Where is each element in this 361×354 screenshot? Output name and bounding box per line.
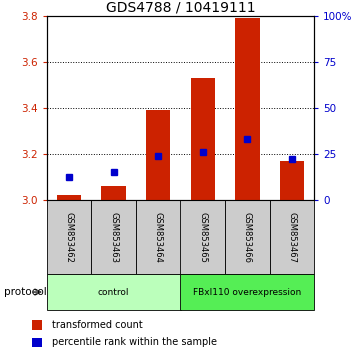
Text: control: control	[98, 287, 130, 297]
Bar	[47, 200, 91, 274]
Title: GDS4788 / 10419111: GDS4788 / 10419111	[106, 1, 255, 15]
Bar	[270, 200, 314, 274]
Text: GSM853463: GSM853463	[109, 212, 118, 263]
Bar	[32, 338, 42, 347]
Bar	[191, 78, 215, 200]
Text: FBxl110 overexpression: FBxl110 overexpression	[193, 287, 301, 297]
Bar	[180, 200, 225, 274]
Bar	[101, 186, 126, 200]
Bar	[91, 200, 136, 274]
Text: GSM853466: GSM853466	[243, 212, 252, 263]
Text: percentile rank within the sample: percentile rank within the sample	[52, 337, 217, 347]
Bar	[279, 161, 304, 200]
Bar	[47, 274, 180, 310]
Bar	[136, 200, 180, 274]
Text: GSM853462: GSM853462	[65, 212, 74, 263]
Bar	[225, 200, 270, 274]
Text: protocol: protocol	[4, 287, 46, 297]
Bar	[235, 18, 260, 200]
Text: GSM853464: GSM853464	[154, 212, 163, 263]
Bar	[57, 195, 82, 200]
Text: GSM853467: GSM853467	[287, 212, 296, 263]
Bar	[32, 320, 42, 330]
Bar	[146, 110, 170, 200]
Text: GSM853465: GSM853465	[198, 212, 207, 263]
Text: transformed count: transformed count	[52, 320, 143, 330]
Bar	[180, 274, 314, 310]
